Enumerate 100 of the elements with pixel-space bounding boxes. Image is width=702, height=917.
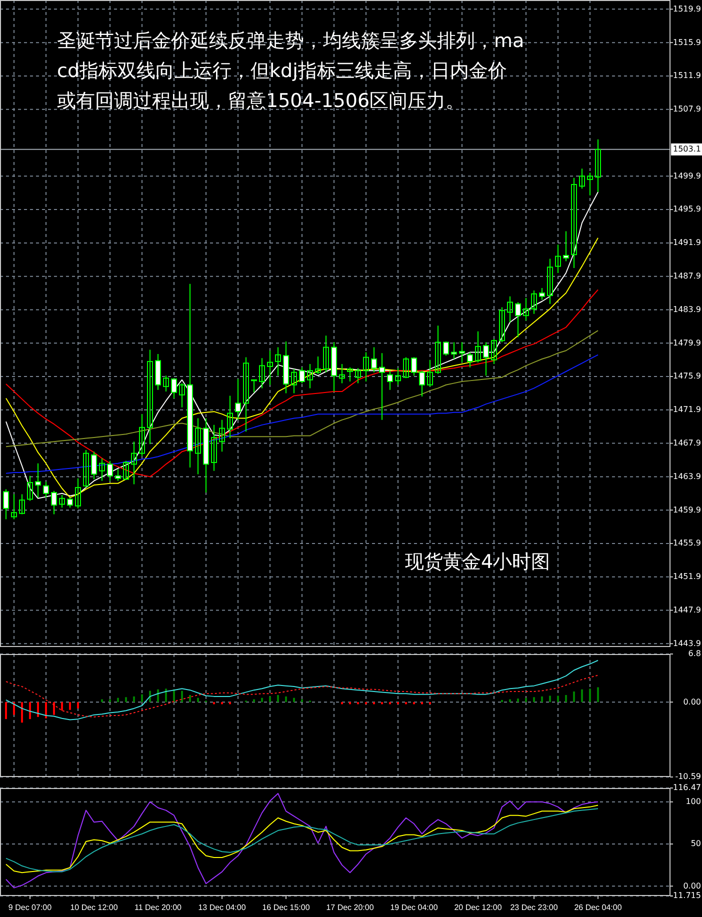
y-tick-label: 1475.9 [673, 372, 701, 381]
candlestick [443, 340, 449, 356]
y-tick-label: 0.00 [683, 881, 701, 890]
bar [165, 688, 167, 702]
candlestick [499, 306, 505, 343]
candlestick [435, 325, 441, 375]
annotation: 圣诞节过后金价延续反弹走势，均线簇呈多头排列，macd指标双线向上运行，但kdj指标三线走高，日内金价或有回调过程出现，留意1504-1506区间压力。 [57, 30, 524, 112]
candlestick [563, 230, 569, 262]
candlestick [387, 370, 393, 390]
bar [557, 696, 559, 702]
bar [157, 689, 159, 702]
candlestick [179, 382, 185, 408]
candlestick [27, 475, 33, 502]
candlestick [523, 298, 529, 322]
candlestick [587, 172, 593, 196]
candlestick [227, 395, 233, 439]
y-tick-label: 50 [690, 839, 701, 848]
candlestick [75, 478, 81, 509]
bar [261, 698, 263, 702]
bar [285, 696, 287, 702]
x-tick-label: 26 Dec 04:00 [574, 903, 622, 912]
candlestick [291, 368, 297, 394]
x-tick-label: 11 Dec 20:00 [134, 903, 182, 912]
line-series [6, 674, 598, 718]
bar [541, 696, 543, 702]
y-tick-label: 116.47 [673, 783, 701, 792]
candlestick [355, 368, 361, 384]
bar [573, 691, 575, 702]
candlestick [427, 359, 433, 388]
y-tick-label: 0.00 [683, 697, 701, 706]
x-tick-label: 17 Dec 20:00 [326, 903, 374, 912]
annotation: 现货黄金4小时图 [405, 551, 550, 573]
y-tick-label: 1463.9 [673, 472, 701, 481]
x-tick-label: 10 Dec 12:00 [70, 903, 118, 912]
candlestick [467, 352, 473, 368]
candlestick [395, 368, 401, 386]
line-series [6, 289, 598, 478]
y-tick-label: 1491.9 [673, 238, 701, 248]
candlestick [539, 288, 545, 300]
bar [589, 688, 591, 702]
candlestick [267, 350, 273, 386]
y-tick-label: 1511.9 [673, 71, 701, 80]
bar [13, 702, 15, 715]
candlestick [459, 342, 465, 363]
bar [597, 687, 599, 702]
y-tick-label: 1467.9 [673, 438, 701, 448]
y-tick-label: 1471.9 [673, 405, 701, 414]
candlestick [555, 244, 561, 274]
bar [517, 698, 519, 702]
x-tick-label: 13 Dec 04:00 [198, 903, 246, 912]
y-tick-label: -10.59 [675, 772, 701, 782]
candlestick [211, 424, 217, 472]
bar [45, 702, 47, 718]
bar [21, 702, 23, 723]
bar [29, 702, 31, 720]
candlestick [131, 441, 137, 485]
y-tick-label: 1499.9 [673, 171, 701, 180]
y-tick-label: -11.715 [670, 891, 701, 900]
y-tick-label: 1479.9 [673, 338, 701, 348]
x-tick-label: 19 Dec 04:00 [390, 903, 438, 912]
candlestick [251, 379, 257, 393]
candlestick [235, 378, 241, 420]
bar [141, 694, 143, 702]
candlestick [403, 356, 409, 379]
candlestick [59, 494, 65, 508]
candlestick [99, 458, 105, 482]
candlestick [139, 414, 145, 456]
x-tick-label: 23 Dec 23:00 [510, 903, 558, 912]
x-tick-label: 20 Dec 12:00 [454, 903, 502, 912]
bar [269, 696, 271, 702]
candlestick [475, 330, 481, 363]
candlestick [379, 352, 385, 420]
candlestick [299, 366, 305, 384]
candlestick [483, 342, 489, 376]
candlestick [595, 138, 601, 193]
candlestick [371, 346, 377, 373]
candlestick [307, 363, 313, 389]
bar [117, 698, 119, 702]
bar [181, 690, 183, 702]
y-tick-label: 1451.9 [673, 572, 701, 582]
bar [549, 696, 551, 702]
bar [501, 700, 503, 702]
ref-line-label: 1503.1 [673, 144, 701, 154]
bar [77, 702, 79, 708]
bar [189, 695, 191, 702]
candlestick [571, 177, 577, 268]
y-tick-label: 1447.9 [673, 605, 701, 614]
candlestick [243, 356, 249, 432]
candlestick [115, 468, 121, 482]
bar [37, 702, 39, 717]
candlestick [107, 460, 113, 482]
bar [5, 702, 7, 720]
x-tick-label: 16 Dec 15:00 [262, 903, 310, 912]
candlestick [275, 346, 281, 376]
candlestick [91, 451, 97, 480]
candlestick [219, 419, 225, 452]
candlestick [171, 378, 177, 399]
candlestick [83, 449, 89, 488]
line-series [6, 330, 598, 448]
candlestick [11, 494, 17, 520]
